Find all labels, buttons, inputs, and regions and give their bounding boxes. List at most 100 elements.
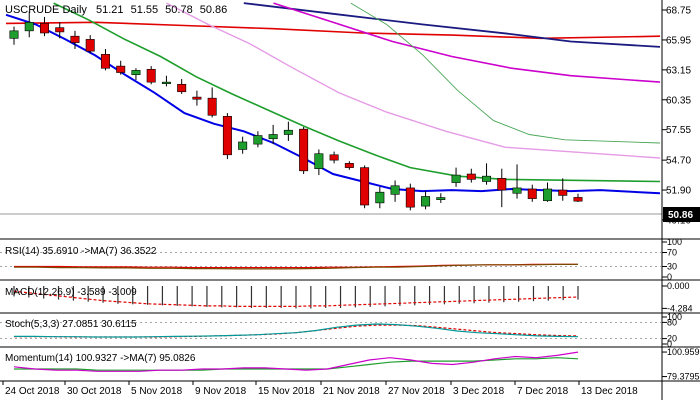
candle — [85, 35, 95, 54]
bear-candle-body — [360, 167, 370, 206]
candle — [451, 167, 461, 187]
bull-candle-body — [253, 135, 263, 145]
candle — [360, 165, 370, 209]
macd-label: MACD(12,26,9) -3.589 -3.009 — [5, 287, 137, 298]
bear-candle-body — [55, 27, 65, 33]
panel-tick-label: 80 — [667, 317, 677, 327]
stoch-label: Stoch(5,3,3) 27.0851 30.6115 — [5, 319, 137, 330]
bear-candle-body — [329, 154, 339, 161]
last-price-box — [663, 207, 700, 222]
candle — [192, 90, 202, 106]
bull-candle-body — [390, 185, 400, 195]
moving-average-line — [350, 2, 661, 144]
bear-candle-body — [497, 178, 507, 191]
candle — [238, 136, 248, 154]
date-axis: 24 Oct 2018 30 Oct 2018 5 Nov 2018 9 Nov 20… — [2, 381, 638, 397]
panel-tick-label: 0.000 — [667, 281, 690, 291]
bull-candle-body — [421, 196, 431, 207]
candle — [207, 87, 217, 118]
candle — [222, 113, 232, 160]
date-tick-label: 24 Oct 2018 — [5, 386, 60, 397]
macd-panel: 0.000 -4.284 — [13, 281, 693, 313]
date-tick-label: 7 Dec 2018 — [517, 386, 569, 397]
candle — [131, 68, 141, 80]
candle — [573, 193, 583, 203]
candle — [421, 191, 431, 210]
candle — [100, 49, 110, 71]
panel-tick-label: 20 — [667, 334, 677, 344]
bull-candle-body — [451, 174, 461, 183]
header-low: 50.78 — [165, 4, 193, 16]
candle — [482, 163, 492, 185]
moving-average-line — [166, 2, 661, 159]
moving-average-line — [5, 21, 661, 40]
candle — [283, 121, 293, 141]
price-panel — [0, 0, 662, 238]
candle — [268, 124, 278, 145]
price-tick-label: 57.55 — [666, 125, 691, 136]
candle — [344, 161, 354, 170]
panel-tick-label: 30 — [667, 262, 677, 272]
candle — [543, 182, 553, 202]
candle — [24, 11, 34, 38]
candle — [527, 184, 537, 202]
bull-candle-body — [131, 70, 141, 75]
candle — [253, 131, 263, 148]
bull-candle-body — [268, 134, 278, 140]
candle — [436, 193, 446, 203]
header-timeframe: Daily — [62, 4, 87, 16]
bear-candle-body — [207, 97, 217, 116]
bull-candle-body — [283, 129, 293, 135]
candle — [466, 168, 476, 183]
price-tick-label: 54.70 — [666, 156, 691, 167]
bull-candle-body — [24, 22, 34, 32]
panel-tick-label: 0 — [667, 272, 672, 282]
bull-candle-body — [375, 191, 385, 204]
candle — [558, 178, 568, 201]
momentum-panel: 100.9591 79.3795 — [13, 347, 700, 382]
bear-candle-body — [85, 39, 95, 52]
price-tick-label: 68.75 — [666, 6, 691, 17]
date-tick-label: 3 Dec 2018 — [453, 386, 505, 397]
price-tick-label: 60.35 — [666, 95, 691, 106]
panel-tick-label: 0 — [667, 339, 672, 349]
chart-header: USCRUDE Daily 51.21 51.55 50.78 50.86 — [5, 4, 227, 16]
bear-candle-body — [299, 128, 309, 172]
candle — [405, 183, 415, 211]
bull-candle-body — [314, 153, 324, 169]
header-high: 51.55 — [131, 4, 159, 16]
candle — [39, 16, 49, 37]
candle — [314, 149, 324, 176]
moving-average-line — [273, 2, 661, 83]
candle — [299, 127, 309, 175]
header-symbol: USCRUDE — [5, 4, 59, 16]
bull-candle-body — [238, 141, 248, 150]
bear-candle-body — [70, 35, 80, 43]
rsi-label: RSI(14) 35.6910 ->MA(7) 36.3522 — [5, 246, 157, 257]
candle — [146, 66, 156, 85]
date-tick-label: 9 Nov 2018 — [195, 386, 247, 397]
bear-candle-body — [405, 187, 415, 208]
bear-candle-body — [116, 65, 126, 73]
bear-candle-body — [39, 23, 49, 34]
bull-candle-body — [482, 175, 492, 182]
date-tick-label: 21 Nov 2018 — [323, 386, 380, 397]
candle — [375, 186, 385, 209]
bear-candle-body — [192, 96, 202, 100]
date-tick-label: 15 Nov 2018 — [258, 386, 315, 397]
bull-candle-body — [436, 197, 446, 200]
bear-candle-body — [558, 189, 568, 196]
bear-candle-body — [100, 54, 110, 69]
bear-candle-body — [527, 188, 537, 199]
bull-candle-body — [543, 188, 553, 202]
bull-candle-body — [161, 81, 171, 84]
candle — [9, 26, 19, 45]
candle — [329, 151, 339, 164]
price-tick-label: 65.95 — [666, 35, 691, 46]
date-tick-label: 27 Nov 2018 — [388, 386, 445, 397]
bear-candle-body — [146, 69, 156, 83]
price-tick-label: 51.90 — [666, 186, 691, 197]
